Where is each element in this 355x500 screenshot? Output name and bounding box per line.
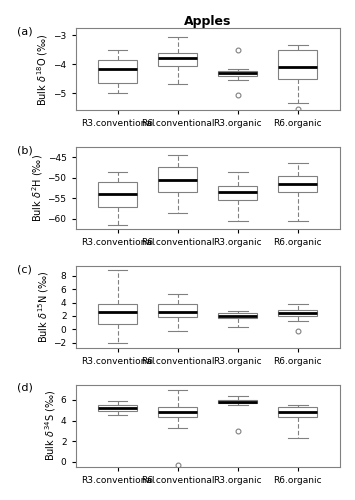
PathPatch shape	[218, 312, 257, 318]
PathPatch shape	[218, 186, 257, 200]
PathPatch shape	[158, 407, 197, 418]
PathPatch shape	[158, 168, 197, 192]
Text: (d): (d)	[17, 383, 33, 393]
Text: (c): (c)	[17, 264, 32, 274]
PathPatch shape	[278, 407, 317, 418]
PathPatch shape	[98, 405, 137, 411]
PathPatch shape	[218, 400, 257, 403]
Text: (a): (a)	[17, 26, 33, 36]
Text: (b): (b)	[17, 145, 33, 155]
PathPatch shape	[98, 60, 137, 83]
PathPatch shape	[218, 70, 257, 76]
Y-axis label: Bulk $\delta^{34}$S (‰): Bulk $\delta^{34}$S (‰)	[43, 390, 58, 462]
PathPatch shape	[158, 304, 197, 318]
PathPatch shape	[98, 304, 137, 324]
PathPatch shape	[278, 310, 317, 316]
PathPatch shape	[98, 182, 137, 206]
PathPatch shape	[158, 52, 197, 66]
Y-axis label: Bulk $\delta^{15}$N (‰): Bulk $\delta^{15}$N (‰)	[36, 271, 51, 343]
Y-axis label: Bulk $\delta^{18}$O (‰): Bulk $\delta^{18}$O (‰)	[36, 33, 50, 106]
Y-axis label: Bulk $\delta^{2}$H (‰): Bulk $\delta^{2}$H (‰)	[30, 154, 45, 222]
PathPatch shape	[278, 50, 317, 78]
PathPatch shape	[278, 176, 317, 192]
Title: Apples: Apples	[184, 15, 231, 28]
